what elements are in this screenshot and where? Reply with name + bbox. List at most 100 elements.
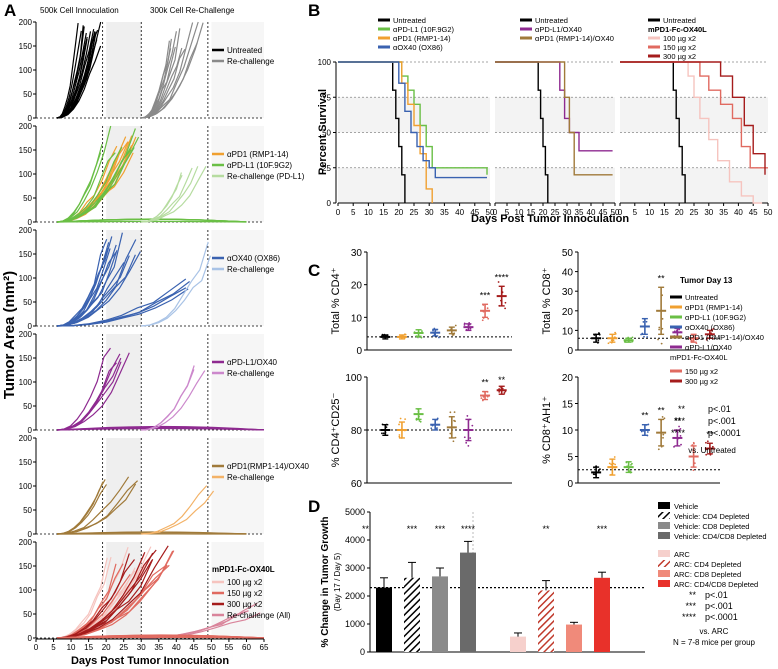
x-tick-label: 40	[587, 208, 596, 217]
tumor-subpanel: 0 50 100 150 200 αPD1(RMP1-14)/OX40 Re-challen…	[19, 434, 310, 539]
significance-marker: ****	[495, 272, 510, 282]
bar	[432, 576, 448, 652]
legend-label: αPD-L1/OX40	[685, 343, 732, 352]
legend-swatch	[658, 512, 670, 519]
data-point	[398, 434, 401, 436]
shade-region	[106, 438, 142, 534]
x-tick-label: 0	[493, 208, 498, 217]
y-tick-label: 200	[19, 122, 33, 131]
legend-label: αPD-L1 (10F.9G2)	[393, 25, 455, 34]
data-point	[640, 430, 643, 433]
x-tick-label: 25	[690, 208, 699, 217]
y-tick-label: 150	[19, 562, 33, 571]
legend-label: Re-challenge	[227, 57, 275, 66]
x-tick-label: 5	[633, 208, 638, 217]
tumor-growth-curve	[56, 476, 130, 535]
data-point	[463, 324, 466, 326]
data-point	[498, 390, 501, 393]
data-point	[469, 437, 472, 439]
data-point	[430, 427, 433, 430]
legend-label: αPD1 (RMP1-14)	[227, 150, 289, 159]
y-tick-label: 15	[562, 400, 574, 411]
y-tick-label: 200	[19, 434, 33, 443]
tumor-growth-curve	[56, 220, 247, 223]
x-tick-label: 0	[34, 643, 39, 652]
data-point	[607, 342, 610, 345]
y-tick-label: 10	[562, 426, 574, 437]
band	[620, 97, 768, 133]
data-point	[646, 336, 649, 338]
y-tick-label: 100	[345, 373, 362, 384]
x-tick-label: 45	[599, 208, 608, 217]
scatter-ylabel: Total % CD4⁺	[330, 267, 342, 334]
tumor-growth-curve	[56, 146, 123, 223]
x-tick-label: 10	[645, 208, 654, 217]
scatter-subplot: 0 10 20 30 40 50 Total % CD8⁺ **	[541, 248, 720, 357]
tumor-growth-curve	[56, 45, 102, 119]
y-tick-label: 10	[351, 313, 363, 324]
tumor-growth-curve	[56, 278, 187, 327]
y-tick-label: 50	[23, 194, 32, 203]
legend-label: αPD-L1 (10F.9G2)	[685, 313, 747, 322]
x-tick-label: 30	[137, 643, 146, 652]
x-tick-label: 15	[660, 208, 669, 217]
significance-marker: **	[658, 273, 666, 283]
x-tick-label: 0	[618, 208, 623, 217]
panel-label-a: A	[4, 1, 16, 20]
tumor-growth-curve	[141, 490, 215, 535]
legend-swatch	[658, 522, 670, 529]
data-point	[451, 334, 454, 336]
tumor-growth-curve	[56, 144, 103, 223]
survival-curve	[620, 61, 763, 204]
data-point	[657, 338, 659, 341]
survival-plot: 0 5 10 15 20 25 30 35 40 45 50UntreatedαPD-L1/OX40…	[493, 16, 620, 217]
bar	[460, 552, 476, 652]
data-point	[486, 307, 489, 310]
tumor-growth-curve	[56, 236, 113, 327]
band	[495, 97, 615, 133]
pvalue-text: p<.001	[708, 416, 736, 426]
tumor-growth-curve	[141, 166, 199, 223]
data-point	[421, 330, 423, 333]
y-tick-label: 10	[562, 326, 574, 337]
tumor-growth-curve	[141, 47, 183, 119]
x-tick-label: 5	[351, 208, 356, 217]
y-tick-label: 0	[28, 426, 33, 435]
scatter-subplot: 60 80 100% CD4⁺CD25⁻ ** **	[330, 373, 512, 490]
panel-label-b: B	[308, 1, 320, 20]
y-tick-label: 0	[28, 322, 33, 331]
subpanel-title: mPD1-Fc-OX40L	[212, 565, 275, 574]
x-tick-label: 10	[67, 643, 76, 652]
y-tick-label: 5000	[345, 507, 365, 517]
shade-region	[211, 126, 264, 222]
legend-label: Vehicle: CD4 Depleted	[674, 512, 749, 521]
x-tick-label: 45	[470, 208, 479, 217]
survival-curve	[338, 61, 487, 179]
x-tick-label: 40	[455, 208, 464, 217]
y-tick-label: 100	[19, 482, 33, 491]
significance-marker: **	[482, 378, 490, 388]
survival-plot: 0 5 10 15 20 25 30 35 40 45 50 UntreatedmPD1-Fc-OX4…	[618, 16, 773, 217]
data-point	[419, 420, 422, 423]
data-point	[469, 327, 472, 330]
data-point	[661, 317, 664, 320]
x-tick-label: 30	[425, 208, 434, 217]
shade-region	[106, 542, 142, 638]
data-point	[643, 335, 645, 338]
significance-marker: ***	[480, 290, 491, 300]
y-tick-label: 20	[351, 281, 363, 292]
data-point	[706, 440, 709, 443]
pvalue-stars: **	[678, 404, 686, 414]
pvalue-stars: ***	[685, 601, 696, 611]
comparison-label: vs. Untreated	[688, 446, 736, 455]
y-tick-label: 50	[23, 90, 32, 99]
data-point	[436, 427, 438, 429]
tumor-subpanel: 0 50 100 150 200 mPD1-Fc-OX40L 100 µg x2 150 µg…	[19, 538, 291, 643]
tumor-growth-curve	[141, 42, 198, 119]
data-point	[647, 423, 650, 426]
x-tick-label: 50	[486, 208, 495, 217]
y-tick-label: 0	[327, 199, 332, 208]
data-point	[613, 456, 616, 458]
x-tick-label: 35	[154, 643, 163, 652]
